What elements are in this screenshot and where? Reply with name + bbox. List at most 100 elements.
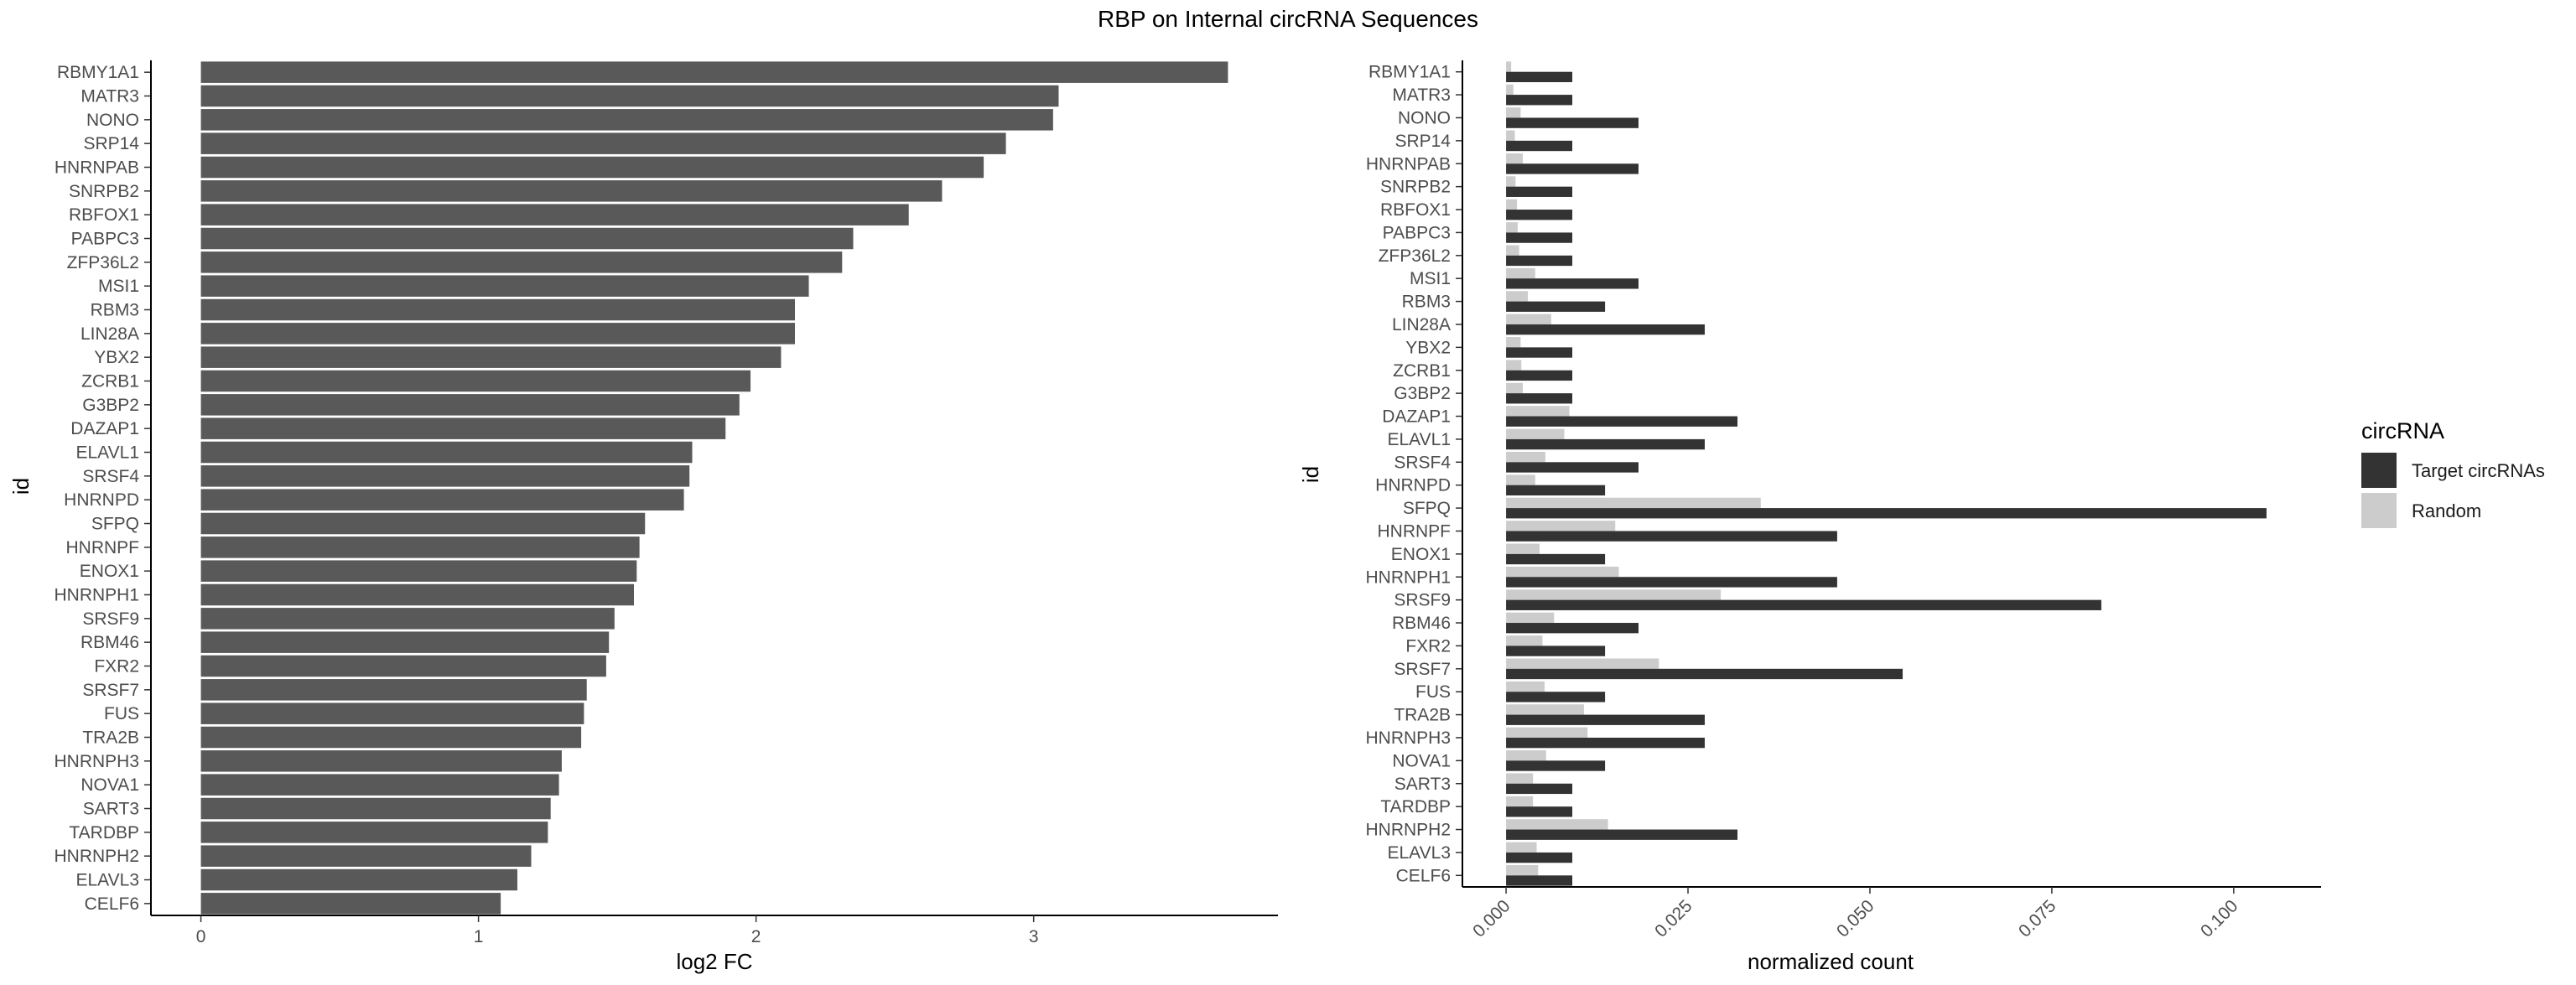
bar [200, 845, 532, 867]
bar-target-circrnas [1506, 852, 1573, 863]
bar [200, 370, 751, 392]
bar [200, 298, 796, 321]
bar [200, 822, 548, 843]
y-tick-label: FUS [1415, 682, 1451, 702]
y-tick-label: MSI1 [1410, 269, 1451, 288]
y-tick-label: RBFOX1 [1380, 200, 1451, 220]
bar [200, 512, 646, 535]
y-tick-label: SRSF9 [1394, 591, 1451, 610]
y-tick-label: TRA2B [1394, 706, 1451, 725]
bar [200, 655, 606, 677]
left-y-axis-label: id [8, 478, 34, 495]
bar-target-circrnas [1506, 599, 2101, 610]
y-tick-label: SRSF4 [82, 467, 139, 486]
bar-target-circrnas [1506, 163, 1639, 174]
bar-random [1506, 727, 1588, 738]
panel-log2fc: log2 FC id RBMY1A1 MATR3 NONO SRP14 HNRNPAB S… [8, 60, 1278, 974]
bar [200, 560, 637, 582]
y-tick-label: NONO [86, 111, 139, 130]
x-tick-label: 3 [1029, 927, 1039, 946]
bar-random [1506, 796, 1534, 807]
y-tick-label: RBMY1A1 [57, 63, 139, 82]
y-tick-label: NONO [1398, 108, 1451, 127]
bar [200, 774, 559, 796]
bar-random [1506, 107, 1521, 118]
bar-random [1506, 543, 1540, 554]
bar-target-circrnas [1506, 95, 1573, 106]
bar-random [1506, 750, 1546, 761]
bar-random [1506, 199, 1518, 210]
y-tick-label: SRSF7 [1394, 660, 1451, 679]
bar-target-circrnas [1506, 485, 1606, 496]
y-tick-label: SART3 [1394, 775, 1451, 794]
bar-target-circrnas [1506, 531, 1837, 542]
y-tick-label: DAZAP1 [70, 419, 139, 438]
y-tick-label: CELF6 [1396, 866, 1451, 885]
y-tick-label: SFPQ [91, 515, 139, 534]
y-tick-label: NOVA1 [1392, 751, 1451, 770]
bar-random [1506, 130, 1515, 141]
bar [200, 204, 909, 226]
bar-target-circrnas [1506, 71, 1573, 83]
y-tick-label: HNRNPF [1378, 521, 1452, 541]
bar [200, 893, 501, 915]
bar [200, 227, 854, 250]
y-tick-label: MATR3 [1392, 86, 1451, 105]
bar [200, 465, 690, 487]
bar-target-circrnas [1506, 623, 1639, 634]
bar-random [1506, 222, 1518, 233]
bar [200, 631, 610, 653]
y-tick-label: NOVA1 [80, 775, 139, 795]
bar-random [1506, 589, 1722, 600]
y-tick-label: G3BP2 [1394, 384, 1451, 403]
bar-target-circrnas [1506, 255, 1573, 267]
y-tick-label: HNRNPH2 [1365, 821, 1451, 840]
bar-random [1506, 382, 1524, 394]
y-tick-label: G3BP2 [82, 396, 139, 415]
bar [200, 275, 809, 297]
bar-target-circrnas [1506, 692, 1606, 702]
bar [200, 489, 684, 511]
bar [200, 156, 984, 179]
bar-target-circrnas [1506, 140, 1573, 152]
bar-random [1506, 612, 1555, 624]
bar [200, 441, 693, 464]
bar [200, 797, 551, 820]
bar [200, 323, 796, 345]
y-tick-label: HNRNPH2 [54, 847, 139, 866]
y-tick-label: SFPQ [1403, 499, 1451, 518]
bar [200, 750, 562, 772]
bar [200, 702, 584, 724]
bar [200, 583, 635, 606]
bar-random [1506, 658, 1659, 669]
y-tick-label: ENOX1 [80, 562, 139, 581]
y-tick-label: DAZAP1 [1382, 407, 1451, 427]
bar [200, 726, 582, 749]
y-tick-label: SNRPB2 [1380, 178, 1451, 197]
bar-random [1506, 428, 1565, 439]
y-tick-label: CELF6 [85, 894, 139, 914]
y-tick-label: RBM3 [91, 301, 139, 320]
bar-target-circrnas [1506, 714, 1705, 725]
bar-target-circrnas [1506, 829, 1738, 840]
bar-target-circrnas [1506, 553, 1606, 565]
bar-target-circrnas [1506, 737, 1705, 749]
legend-label-random: Random [2412, 500, 2481, 521]
y-tick-label: RBM46 [1392, 614, 1451, 633]
y-tick-label: SRSF9 [82, 609, 139, 629]
y-tick-label: ZCRB1 [1393, 361, 1451, 381]
bar-random [1506, 291, 1529, 302]
y-tick-label: ZCRB1 [81, 372, 139, 391]
bar-random [1506, 497, 1761, 509]
bar-target-circrnas [1506, 806, 1573, 817]
y-tick-label: PABPC3 [1383, 223, 1451, 242]
bar [200, 537, 640, 558]
bar [200, 679, 587, 701]
legend-key-random [2361, 493, 2397, 528]
bar-target-circrnas [1506, 210, 1573, 220]
x-tick-label: 0 [196, 927, 206, 946]
bar-target-circrnas [1506, 416, 1738, 427]
bar-random [1506, 267, 1535, 279]
y-tick-label: HNRNPD [1375, 476, 1451, 495]
bar [200, 251, 843, 273]
